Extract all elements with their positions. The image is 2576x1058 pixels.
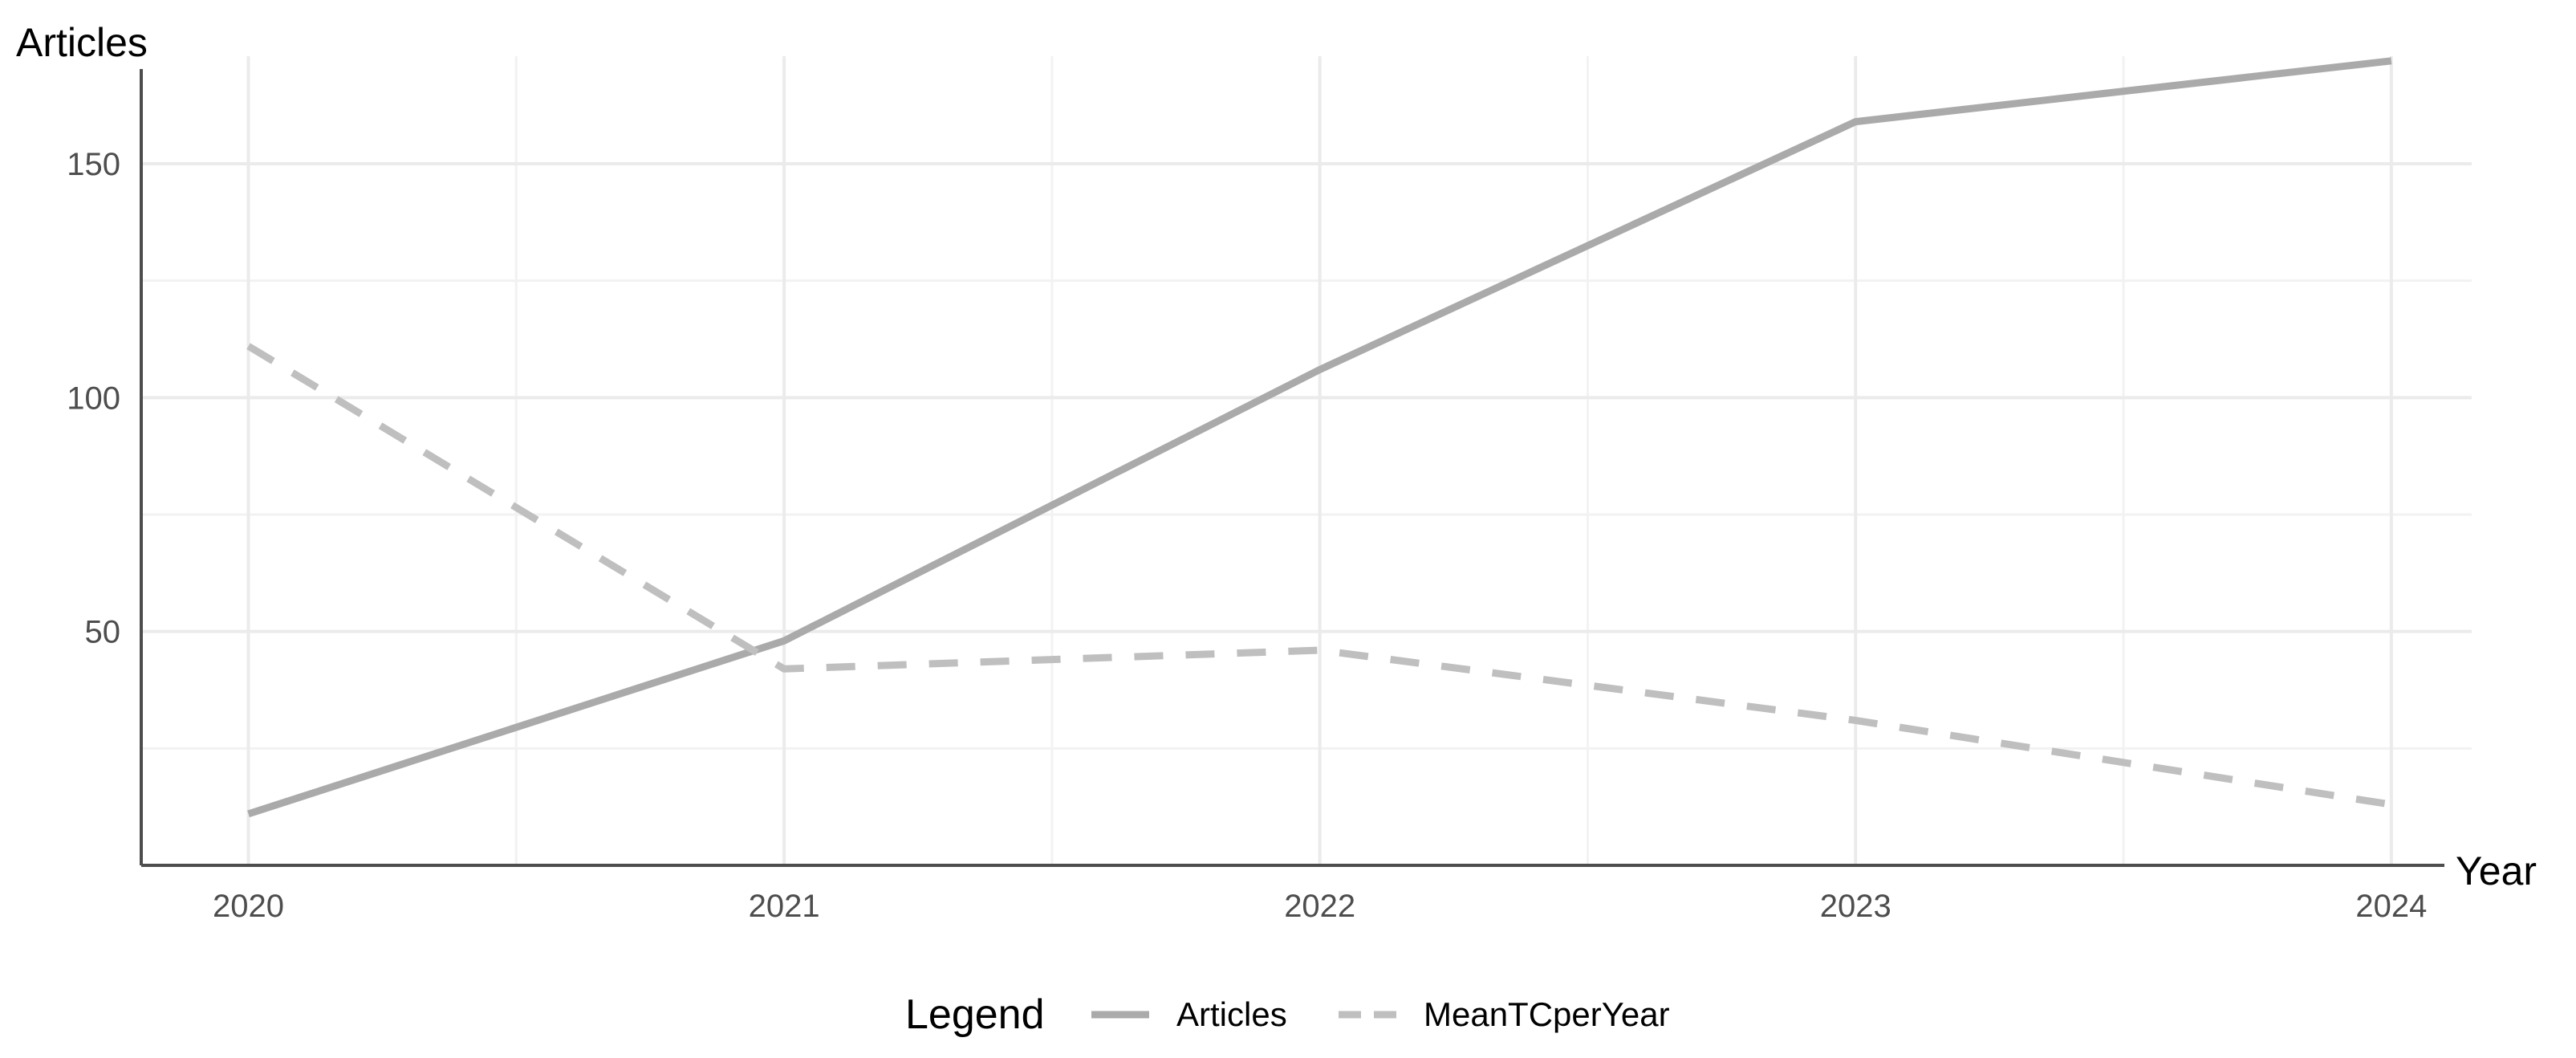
legend-items: Articles MeanTCperYear [1091, 995, 1670, 1033]
x-tick-label: 2021 [749, 889, 820, 924]
x-axis-title: Year [2456, 848, 2537, 893]
y-tick-label: 100 [67, 380, 120, 416]
y-tick-label: 150 [67, 147, 120, 182]
series-line-articles [247, 57, 2392, 818]
series-layer [246, 57, 2392, 818]
series-line-meantcperyear [246, 343, 2392, 808]
tick-layer: 2020 2021 2022 2023 2024 50 100 150 [67, 147, 2427, 924]
legend-label-meantcperyear: MeanTCperYear [1424, 995, 1670, 1033]
axes-layer [140, 69, 2444, 867]
legend: Legend Articles MeanTCperYear [905, 991, 1670, 1038]
y-tick-label: 50 [85, 615, 121, 650]
x-tick-label: 2024 [2355, 889, 2427, 924]
legend-label-articles: Articles [1176, 995, 1287, 1033]
grid-layer [141, 56, 2472, 865]
x-tick-label: 2020 [213, 889, 284, 924]
x-tick-label: 2023 [1820, 889, 1891, 924]
y-axis-title: Articles [16, 20, 148, 65]
legend-title: Legend [905, 991, 1045, 1038]
x-tick-label: 2022 [1284, 889, 1355, 924]
